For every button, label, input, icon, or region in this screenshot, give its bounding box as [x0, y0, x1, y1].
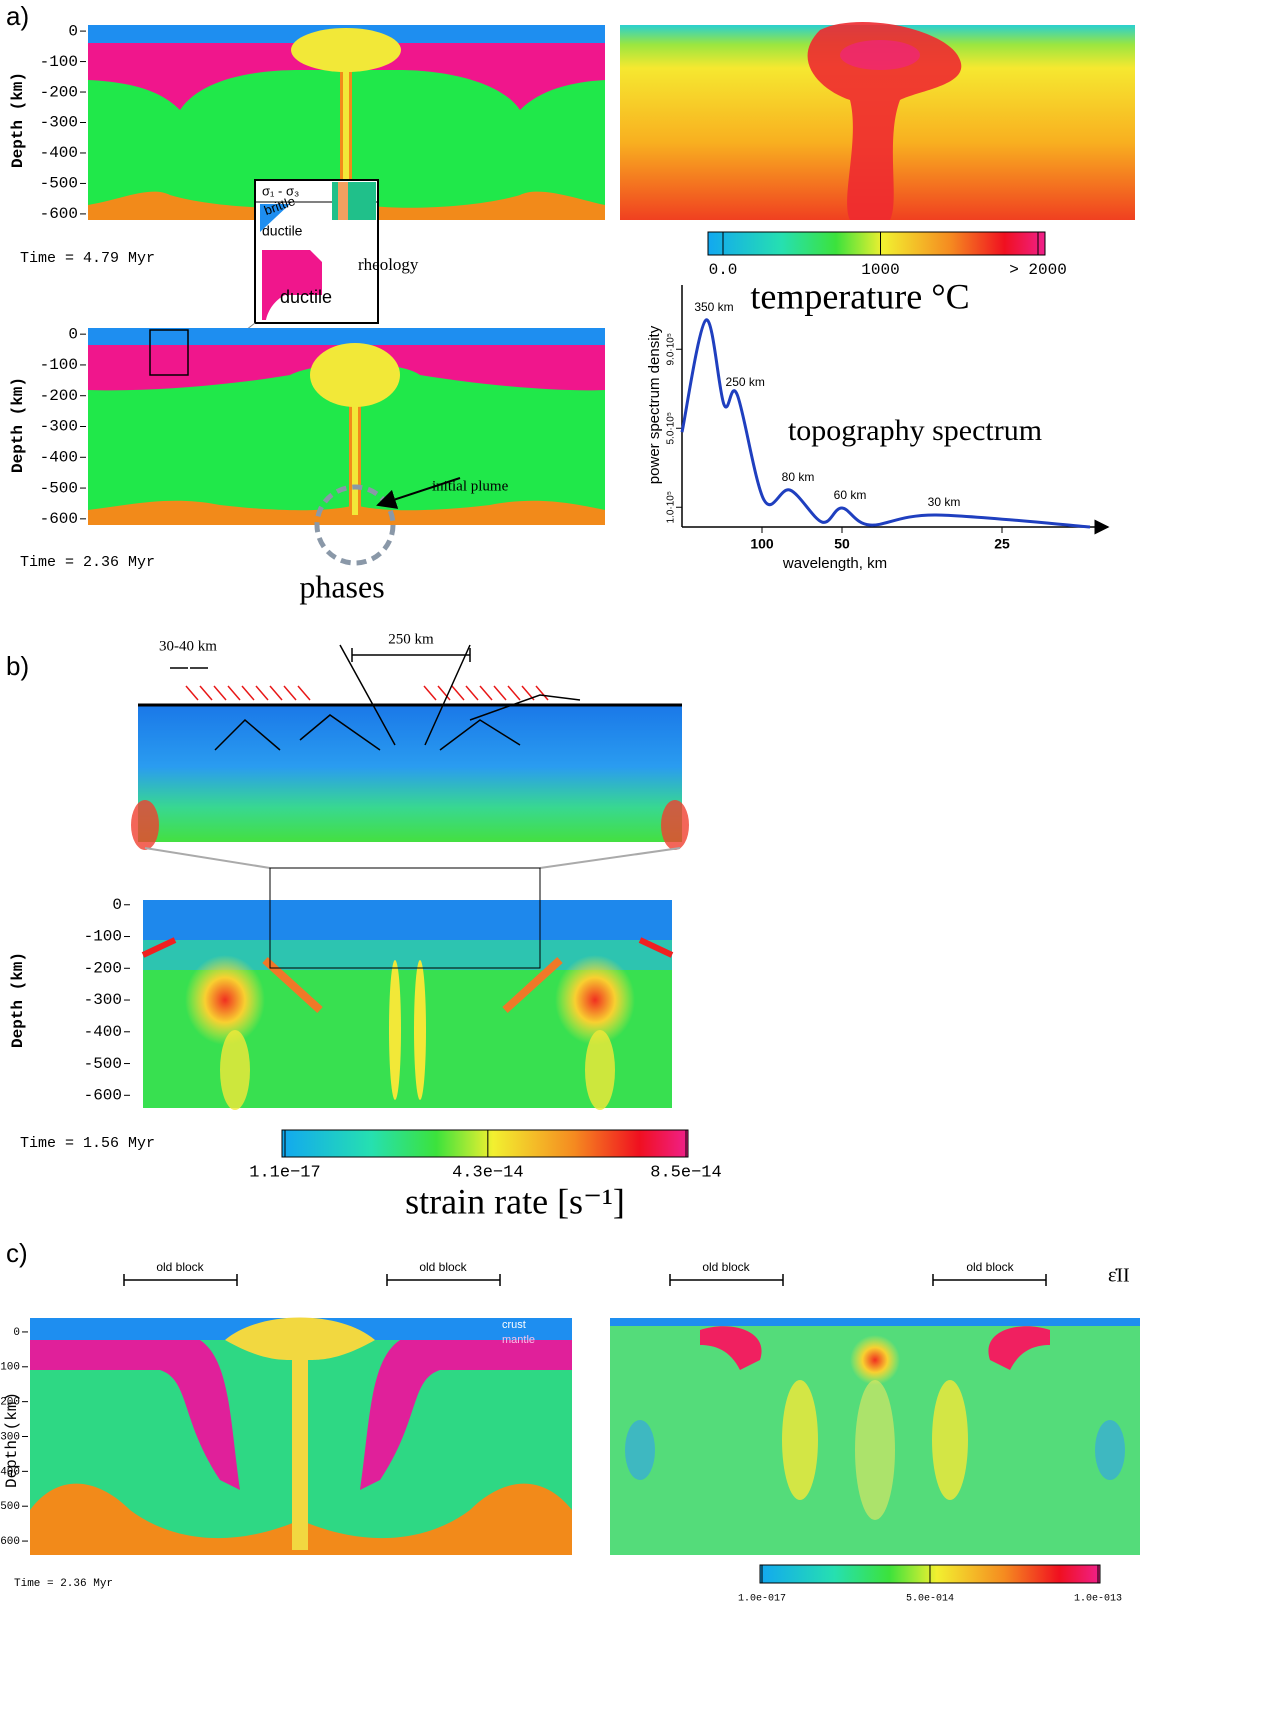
y-tick-label: -100 [0, 1362, 20, 1374]
annotation: old block [156, 1260, 204, 1274]
annotation: old block [419, 1260, 467, 1274]
y-tick-label: 1.0·10⁵ [666, 491, 677, 524]
y-axis-title: Depth (km) [3, 1392, 21, 1488]
annotation: old block [966, 1260, 1014, 1274]
block-brackets [123, 1274, 1047, 1286]
y-tick-label: -200 [40, 83, 78, 101]
y-tick-label: -600 [84, 1087, 122, 1105]
phases-top-plot [88, 25, 605, 220]
y-tick-label: -500 [0, 1501, 20, 1513]
colorbar: 1.0e-017 5.0e-014 1.0e-013 [738, 1564, 1122, 1605]
y-tick-label: -200 [0, 1397, 20, 1409]
spectrum-chart: 100 50 25 1.0·10⁵ 5.0·10⁵ 9.0·10⁵ 350 km 250 km… [666, 285, 1110, 552]
y-tick-label: -600 [40, 205, 78, 223]
panel-label: c) [6, 1238, 28, 1268]
line [680, 318, 1091, 529]
colorbar-label: 1.1e−17 [249, 1163, 320, 1182]
time-label: Time = 2.36 Myr [14, 1578, 113, 1590]
annotation: 30-40 km [159, 638, 217, 654]
phases-c-plot [30, 1317, 572, 1555]
y-tick-label: 0 [68, 22, 78, 40]
peak-label: 250 km [726, 375, 765, 389]
caption: phases [299, 568, 384, 604]
y-tick-label: -300 [40, 114, 78, 132]
peak-label: 30 km [928, 495, 961, 509]
strain-plot [141, 867, 674, 1110]
y-tick-label: 5.0·10⁵ [666, 412, 677, 445]
chart-title: topography spectrum [788, 414, 1042, 447]
time-label: Time = 2.36 Myr [20, 554, 155, 571]
y-tick-label: -400 [84, 1023, 122, 1041]
y-axis-title: Depth (km) [9, 952, 27, 1048]
panel-label: a) [6, 1, 29, 31]
y-tick-label: -500 [40, 175, 78, 193]
y-tick-label: -100 [84, 928, 122, 946]
y-tick-label: 9.0·10⁵ [666, 333, 677, 366]
y-tick-label: 0 [13, 1327, 20, 1339]
peak-label: 60 km [834, 488, 867, 502]
y-tick-label: -300 [0, 1431, 20, 1443]
annotation: 250 km [388, 631, 434, 647]
y-tick-label: -200 [84, 959, 122, 977]
inset-ductile: ductile [262, 223, 303, 239]
colorbar-label: 0.0 [709, 261, 738, 279]
y-tick-label: -200 [40, 387, 78, 405]
colorbar-label: 1.0e-017 [738, 1594, 786, 1605]
y-tick-label: -100 [40, 356, 78, 374]
strain-c-plot [610, 1318, 1140, 1555]
y-tick-label: -400 [40, 144, 78, 162]
peak-label: 80 km [782, 470, 815, 484]
y-tick-label: -600 [0, 1536, 20, 1548]
annotation: crust [502, 1319, 526, 1331]
y-axis-title: Depth (km) [9, 377, 27, 473]
colorbar-label: > 2000 [1009, 261, 1067, 279]
colorbar-label: 1.0e-013 [1074, 1594, 1122, 1605]
y-tick-label: -400 [0, 1466, 20, 1478]
inset-stress: σ₁ - σ₃ [262, 183, 299, 198]
colorbar-label: 5.0e-014 [906, 1594, 954, 1605]
y-axis-title: power spectrum density [646, 325, 663, 484]
y-tick-label: -500 [84, 1055, 122, 1073]
x-tick-label: 50 [834, 536, 850, 552]
y-tick-label: -300 [40, 418, 78, 436]
time-label: Time = 1.56 Myr [20, 1135, 155, 1152]
annotation: old block [702, 1260, 750, 1274]
y-tick-label: 0 [112, 896, 122, 914]
y-tick-label: -300 [84, 991, 122, 1009]
panel-label: b) [6, 651, 29, 681]
temperature-plot [620, 21, 1135, 220]
y-tick-label: -600 [40, 510, 78, 528]
colorbar-label: 4.3e−14 [452, 1163, 523, 1182]
symbol: ε̇II [1108, 1265, 1130, 1287]
y-tick-label: -500 [40, 479, 78, 497]
strain-zoom-plot [131, 644, 689, 869]
colorbar-label: 1000 [861, 261, 899, 279]
annotation: mantle [502, 1334, 535, 1346]
x-axis-title: wavelength, km [782, 555, 887, 572]
colorbar: 0.0 1000 > 2000 [707, 231, 1067, 279]
y-axis-title: Depth (km) [9, 72, 27, 168]
peak-label: 350 km [694, 300, 733, 314]
colorbar-title: temperature °C [750, 276, 969, 316]
colorbar-label: 8.5e−14 [650, 1163, 721, 1182]
x-tick-label: 25 [994, 536, 1010, 552]
colorbar: 1.1e−17 4.3e−14 8.5e−14 [249, 1129, 722, 1182]
annotation: initial plume [432, 478, 509, 494]
y-tick-label: -400 [40, 449, 78, 467]
x-tick-label: 100 [750, 536, 774, 552]
phases-bottom-plot [88, 328, 605, 566]
y-tick-label: -100 [40, 53, 78, 71]
inset-label: rheology [358, 255, 419, 274]
colorbar-title: strain rate [s⁻¹] [405, 1181, 625, 1221]
inset-ductile: ductile [280, 287, 332, 307]
y-tick-label: 0 [68, 325, 78, 343]
time-label: Time = 4.79 Myr [20, 250, 155, 267]
